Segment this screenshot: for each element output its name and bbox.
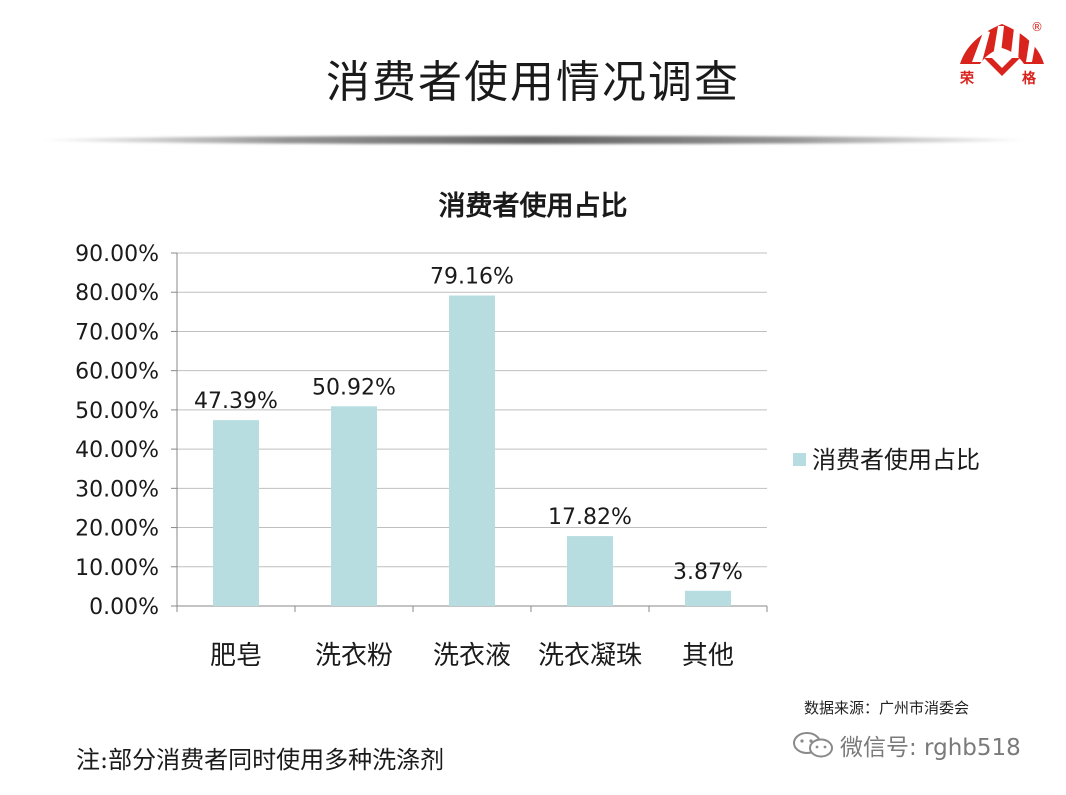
wechat-watermark: 微信号: rghb518	[790, 728, 1021, 762]
data-label: 17.82%	[548, 505, 632, 530]
logo-char-1: 荣	[960, 71, 974, 87]
bar	[449, 295, 495, 606]
y-tick-label: 20.00%	[75, 517, 159, 542]
y-tick-label: 90.00%	[75, 242, 159, 267]
title-divider	[40, 136, 1030, 144]
bar	[213, 420, 259, 606]
footnote: 注:部分消费者同时使用多种洗涤剂	[76, 746, 445, 774]
y-tick-label: 70.00%	[75, 320, 159, 345]
y-tick-label: 10.00%	[75, 556, 159, 581]
x-tick-label: 其他	[682, 641, 734, 671]
bar	[685, 590, 731, 606]
x-tick-label: 肥皂	[210, 641, 262, 671]
y-tick-label: 30.00%	[75, 477, 159, 502]
data-label: 50.92%	[312, 375, 396, 400]
data-source: 数据来源：广州市消委会	[804, 699, 970, 717]
x-tick-label: 洗衣液	[433, 641, 511, 671]
x-tick-label: 洗衣粉	[315, 641, 393, 671]
bar-chart: 消费者使用占比 0.00% 10.00% 20.00% 30.00% 40.00% 50.0…	[75, 191, 980, 671]
y-tick-label: 0.00%	[89, 595, 159, 620]
logo-char-2: 格	[1022, 71, 1036, 87]
y-tick-label: 80.00%	[75, 281, 159, 306]
wechat-id: 微信号: rghb518	[840, 735, 1021, 761]
legend-label: 消费者使用占比	[812, 446, 980, 474]
slide-title: 消费者使用情况调查	[326, 57, 740, 108]
data-label: 3.87%	[673, 560, 743, 585]
data-label: 79.16%	[430, 265, 514, 290]
chart-title: 消费者使用占比	[439, 191, 628, 222]
logo-fan-icon	[960, 24, 1044, 76]
y-tick-label: 60.00%	[75, 360, 159, 385]
bar	[331, 406, 377, 606]
data-label: 47.39%	[194, 389, 278, 414]
x-tick-label: 洗衣凝珠	[538, 641, 642, 671]
y-tick-label: 50.00%	[75, 399, 159, 424]
registered-mark: ®	[1031, 20, 1043, 34]
rongge-logo: 荣 格	[954, 18, 1050, 98]
wechat-icon	[793, 732, 833, 758]
bar	[567, 536, 613, 606]
y-tick-label: 40.00%	[75, 438, 159, 463]
legend-swatch	[793, 453, 806, 466]
